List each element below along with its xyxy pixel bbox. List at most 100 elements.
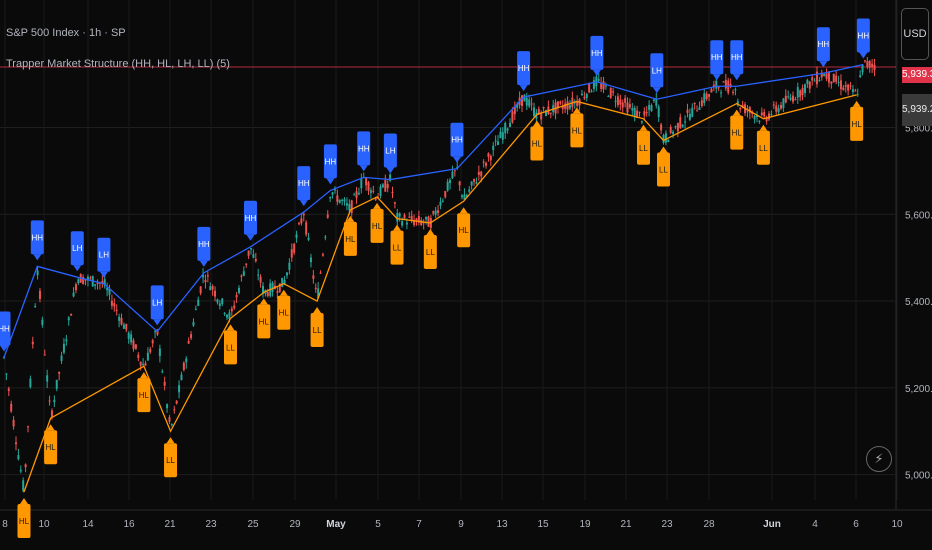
candle-body [700, 100, 703, 107]
candle-body [185, 358, 188, 363]
candle-body [645, 112, 648, 114]
candle-body [439, 201, 442, 206]
low-label-box [730, 115, 744, 150]
candle-body [604, 85, 607, 87]
candle-body [621, 102, 624, 108]
x-tick-label: 15 [537, 519, 549, 530]
high-label-box [816, 27, 830, 62]
candle-body [127, 332, 130, 339]
label-pointer [279, 289, 288, 296]
candle-body [238, 287, 241, 293]
candle-body [818, 80, 821, 82]
x-tick-label: Jun [763, 519, 781, 530]
x-tick-label: 5 [375, 519, 381, 530]
label-pointer [426, 228, 435, 235]
candle-body [7, 388, 10, 391]
candle-body [223, 313, 226, 315]
candle-body [262, 285, 265, 294]
candle-body [561, 105, 564, 110]
candle-body [729, 84, 732, 87]
candle-body [331, 192, 334, 195]
candle-body [194, 308, 197, 310]
candle-body [295, 234, 298, 238]
candle-body [422, 222, 425, 224]
candle-body [82, 277, 85, 285]
candle-body [333, 188, 336, 191]
candle-body [415, 218, 418, 221]
candle-body [669, 126, 672, 133]
candle-body [413, 219, 416, 225]
candle-body [688, 113, 691, 120]
candle-body [873, 64, 876, 70]
candle-body [628, 104, 631, 108]
low-label-text: HL [372, 222, 383, 231]
label-pointer [19, 498, 28, 504]
candle-body [60, 355, 63, 361]
chart-title: S&P 500 Index · 1h · SP [6, 27, 126, 39]
candle-body [564, 103, 567, 109]
candle-body [314, 287, 317, 289]
candle-body [492, 145, 495, 151]
last-price-tag: 5,939.37 [902, 67, 932, 83]
candle-body [384, 179, 387, 192]
candle-body [835, 75, 838, 82]
candle-body [815, 71, 818, 85]
lightning-icon[interactable]: ⚡ [866, 446, 892, 472]
candle-body [410, 215, 413, 221]
low-label-text: HL [852, 120, 863, 129]
candle-body [509, 122, 512, 128]
candle-body [544, 110, 547, 116]
x-tick-label: 7 [416, 519, 422, 530]
low-label-text: LL [393, 244, 402, 253]
low-label-text: LL [226, 343, 235, 352]
candle-body [820, 72, 823, 78]
candle-body [137, 354, 140, 358]
candle-body [592, 80, 595, 89]
indicator-title[interactable]: Trapper Market Structure (HH, HL, LH, LL… [6, 58, 230, 70]
candle-body [847, 84, 850, 91]
x-tick-label: 23 [205, 519, 217, 530]
label-pointer [572, 107, 581, 114]
candle-body [540, 114, 543, 120]
candle-body [41, 319, 44, 325]
high-label-text: HH [818, 40, 830, 49]
candle-body [166, 404, 169, 409]
candle-body [827, 71, 830, 83]
label-pointer [859, 52, 868, 59]
y-tick-label: 5,600.00 [905, 210, 932, 221]
candle-body [113, 303, 116, 307]
candle-body [151, 340, 154, 344]
candle-body [55, 379, 58, 389]
candle-body [530, 103, 533, 105]
candle-body [451, 171, 454, 179]
candle-body [777, 108, 780, 113]
label-pointer [652, 87, 661, 94]
currency-button[interactable]: USD [901, 8, 929, 60]
label-pointer [759, 124, 768, 131]
label-pointer [459, 207, 468, 214]
high-label-box [710, 40, 724, 75]
candle-body [5, 373, 8, 375]
candle-body [240, 275, 243, 277]
candle-body [446, 181, 449, 191]
candle-body [142, 363, 145, 366]
candle-body [830, 81, 833, 84]
candle-body [360, 178, 363, 189]
label-pointer [326, 178, 335, 185]
label-pointer [852, 100, 861, 107]
candle-body [650, 105, 653, 112]
candle-body [312, 275, 315, 279]
high-label-box [590, 35, 604, 70]
high-label-box [856, 18, 870, 53]
candle-body [242, 271, 245, 276]
candle-body [94, 284, 97, 286]
candle-body [96, 282, 99, 284]
candle-body [106, 287, 109, 291]
candle-body [566, 101, 569, 110]
candle-body [612, 91, 615, 93]
high-label-box [0, 311, 11, 346]
candle-body [765, 117, 768, 122]
high-label-text: HH [731, 53, 743, 62]
